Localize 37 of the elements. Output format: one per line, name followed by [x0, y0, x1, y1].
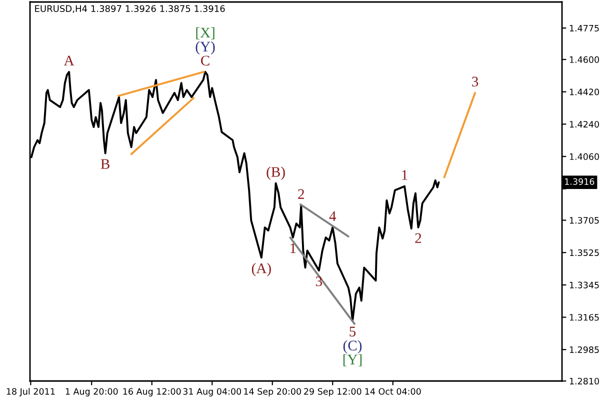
- annotation: 3: [316, 276, 322, 286]
- y-tick-label: 1.3345: [570, 282, 599, 288]
- annotation: 3: [472, 76, 478, 87]
- x-tick-label: 31 Aug 04:00: [183, 388, 242, 396]
- y-tick-label: 1.2985: [570, 346, 599, 354]
- annotation: 1: [290, 243, 296, 253]
- annotation: (B): [266, 166, 285, 180]
- x-tick-label: 14 Oct 04:00: [365, 388, 421, 395]
- annotation: (A): [252, 262, 271, 276]
- y-tick-label: 1.2810: [570, 378, 599, 384]
- chart-title: EURUSD,H4 1.3897 1.3926 1.3875 1.3916: [35, 5, 225, 13]
- annotation: 2: [298, 189, 304, 199]
- annotation: A: [64, 56, 74, 66]
- annotation: [X]: [196, 27, 214, 40]
- annotation: 5: [350, 326, 356, 336]
- annotation: [Y]: [343, 354, 362, 366]
- y-tick-label: 1.4775: [570, 24, 599, 32]
- y-tick-label: 1.4420: [570, 88, 599, 96]
- x-tick-label: 1 Aug 20:00: [66, 388, 118, 396]
- annotation: C: [201, 56, 210, 66]
- annotation: B: [100, 159, 110, 169]
- annotation: 1.3916: [565, 178, 594, 185]
- y-tick-label: 1.4240: [570, 120, 599, 128]
- x-tick-label: 18 Jul 2011: [6, 388, 55, 396]
- y-tick-label: 1.4060: [570, 153, 599, 160]
- annotation: 2: [415, 233, 422, 243]
- annotation: (Y): [196, 41, 215, 54]
- x-tick-label: 29 Sep 12:00: [304, 388, 362, 396]
- y-tick-label: 1.3525: [570, 249, 599, 256]
- x-tick-label: 14 Sep 20:00: [244, 388, 301, 396]
- annotation: 1: [402, 170, 408, 180]
- annotation: 4: [329, 211, 336, 221]
- x-tick-label: 16 Aug 12:00: [123, 388, 181, 396]
- annotation: (C): [343, 340, 362, 354]
- y-tick-label: 1.3165: [570, 314, 599, 321]
- y-tick-label: 1.3705: [570, 217, 599, 224]
- y-tick-label: 1.4600: [570, 56, 599, 63]
